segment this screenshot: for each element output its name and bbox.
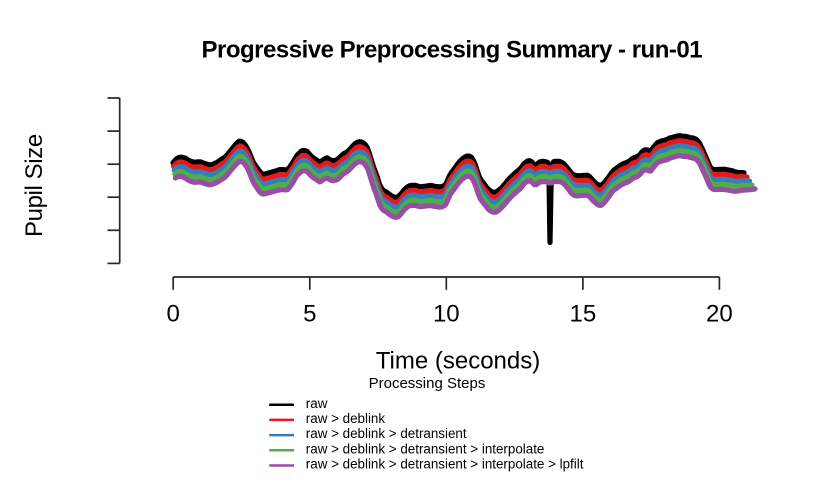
svg-text:Time (seconds): Time (seconds)	[376, 347, 540, 374]
svg-text:Pupil Size: Pupil Size	[21, 134, 48, 237]
svg-text:5: 5	[303, 301, 316, 328]
svg-text:Progressive Preprocessing Summ: Progressive Preprocessing Summary - run-…	[202, 36, 703, 63]
svg-text:raw > deblink > detransient: raw > deblink > detransient	[306, 426, 467, 441]
svg-text:20: 20	[706, 301, 733, 328]
svg-text:10: 10	[433, 301, 460, 328]
svg-text:15: 15	[570, 301, 597, 328]
svg-text:raw: raw	[306, 396, 328, 411]
svg-text:raw > deblink > detransient >: raw > deblink > detransient > interpolat…	[306, 457, 584, 472]
svg-text:raw > deblink: raw > deblink	[306, 411, 386, 426]
svg-text:Processing Steps: Processing Steps	[369, 375, 486, 392]
svg-text:raw > deblink > detransient >: raw > deblink > detransient > interpolat…	[306, 441, 545, 456]
svg-text:0: 0	[167, 301, 180, 328]
